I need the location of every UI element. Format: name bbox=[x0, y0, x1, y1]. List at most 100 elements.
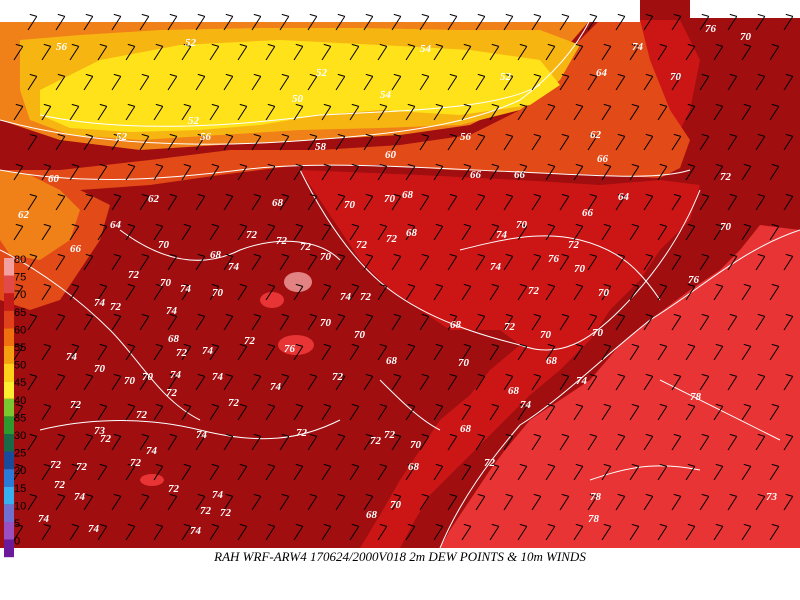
wind-barb bbox=[293, 406, 304, 421]
wind-barb-flag bbox=[771, 283, 779, 287]
wind-barb bbox=[559, 196, 570, 211]
wind-barb bbox=[531, 136, 542, 151]
wind-barb-flag bbox=[225, 73, 233, 77]
wind-barb bbox=[167, 436, 178, 451]
wind-barb bbox=[601, 526, 612, 541]
wind-barb-flag bbox=[757, 373, 765, 377]
wind-barb-flag bbox=[631, 43, 639, 47]
wind-barb-flag bbox=[15, 403, 23, 407]
wind-barb-flag bbox=[337, 493, 345, 497]
wind-barb-flag bbox=[533, 253, 541, 257]
wind-barb bbox=[713, 286, 724, 301]
wind-barb-flag bbox=[617, 193, 625, 197]
wind-barb bbox=[125, 406, 136, 421]
legend-swatch-65 bbox=[4, 310, 14, 329]
wind-barb-flag bbox=[141, 133, 149, 137]
legend-tick-label: 5 bbox=[14, 518, 20, 530]
wind-barb bbox=[97, 46, 108, 61]
wind-barb-flag bbox=[43, 163, 51, 167]
wind-barb-flag bbox=[57, 373, 65, 377]
wind-barb-flag bbox=[505, 433, 513, 437]
wind-barb-flag bbox=[743, 103, 751, 107]
wind-barb-flag bbox=[575, 283, 583, 287]
wind-barb bbox=[125, 46, 136, 61]
wind-barb bbox=[727, 436, 738, 451]
wind-barb-flag bbox=[267, 223, 275, 227]
wind-barb-flag bbox=[379, 463, 387, 467]
wind-barb-flag bbox=[687, 343, 695, 347]
wind-barb bbox=[461, 286, 472, 301]
wind-barb bbox=[307, 136, 318, 151]
svg-text:74: 74 bbox=[170, 369, 182, 381]
wind-barb bbox=[433, 46, 444, 61]
svg-text:74: 74 bbox=[88, 523, 100, 535]
wind-barb bbox=[153, 226, 164, 241]
wind-barb bbox=[321, 106, 332, 121]
wind-barb-flag bbox=[323, 283, 331, 287]
wind-barb-flag bbox=[435, 463, 443, 467]
wind-barb bbox=[279, 496, 290, 511]
wind-barb-flag bbox=[435, 103, 443, 107]
wind-barb-flag bbox=[239, 163, 247, 167]
wind-barb-flag bbox=[379, 163, 387, 167]
wind-barb bbox=[587, 376, 598, 391]
wind-barb bbox=[167, 136, 178, 151]
wind-barb-flag bbox=[561, 133, 569, 137]
wind-barb bbox=[433, 226, 444, 241]
wind-barb-flag bbox=[617, 373, 625, 377]
wind-barb-flag bbox=[379, 343, 387, 347]
wind-barb bbox=[209, 406, 220, 421]
wind-barb bbox=[573, 286, 584, 301]
wind-barb-flag bbox=[463, 463, 471, 467]
wind-barb bbox=[307, 436, 318, 451]
svg-text:60: 60 bbox=[48, 173, 60, 185]
wind-barb bbox=[587, 436, 598, 451]
wind-barb bbox=[531, 196, 542, 211]
svg-text:70: 70 bbox=[124, 375, 136, 387]
wind-barb-flag bbox=[29, 253, 37, 257]
wind-barb-flag bbox=[253, 13, 261, 17]
wind-barb-flag bbox=[729, 373, 737, 377]
wind-barb-flag bbox=[687, 463, 695, 467]
wind-barb-flag bbox=[449, 73, 457, 77]
wind-barb bbox=[251, 376, 262, 391]
wind-barb-flag bbox=[169, 433, 177, 437]
wind-barb bbox=[685, 346, 696, 361]
wind-barb-flag bbox=[393, 313, 401, 317]
wind-barb-flag bbox=[113, 373, 121, 377]
wind-barb bbox=[545, 166, 556, 181]
wind-barb-flag bbox=[141, 373, 149, 377]
wind-barb-flag bbox=[85, 493, 93, 497]
wind-barb bbox=[433, 466, 444, 481]
wind-barb bbox=[97, 526, 108, 541]
wind-barb bbox=[335, 496, 346, 511]
wind-barb bbox=[587, 16, 598, 31]
wind-barb-flag bbox=[57, 253, 65, 257]
legend-swatch-80 bbox=[4, 258, 14, 276]
wind-barb-flag bbox=[141, 313, 149, 317]
wind-barb bbox=[237, 406, 248, 421]
wind-barb-flag bbox=[645, 253, 653, 257]
wind-barb-flag bbox=[505, 493, 513, 497]
wind-barb bbox=[671, 376, 682, 391]
wind-barb bbox=[237, 286, 248, 301]
wind-barb bbox=[727, 136, 738, 151]
svg-text:70: 70 bbox=[516, 219, 528, 231]
svg-text:74: 74 bbox=[38, 513, 50, 525]
wind-barb bbox=[475, 196, 486, 211]
wind-barb-flag bbox=[547, 403, 555, 407]
wind-barb bbox=[615, 196, 626, 211]
wind-barb-flag bbox=[351, 43, 359, 47]
wind-barb bbox=[713, 526, 724, 541]
wind-barb-flag bbox=[127, 283, 135, 287]
wind-barb-flag bbox=[113, 493, 121, 497]
wind-barb-flag bbox=[533, 373, 541, 377]
wind-barb-flag bbox=[785, 13, 793, 17]
wind-barb-flag bbox=[575, 523, 583, 527]
wind-barb-flag bbox=[631, 283, 639, 287]
wind-barb bbox=[377, 406, 388, 421]
wind-barb-flag bbox=[729, 73, 737, 77]
wind-barb bbox=[41, 226, 52, 241]
wind-barb-flag bbox=[785, 493, 793, 497]
wind-barb-flag bbox=[169, 373, 177, 377]
